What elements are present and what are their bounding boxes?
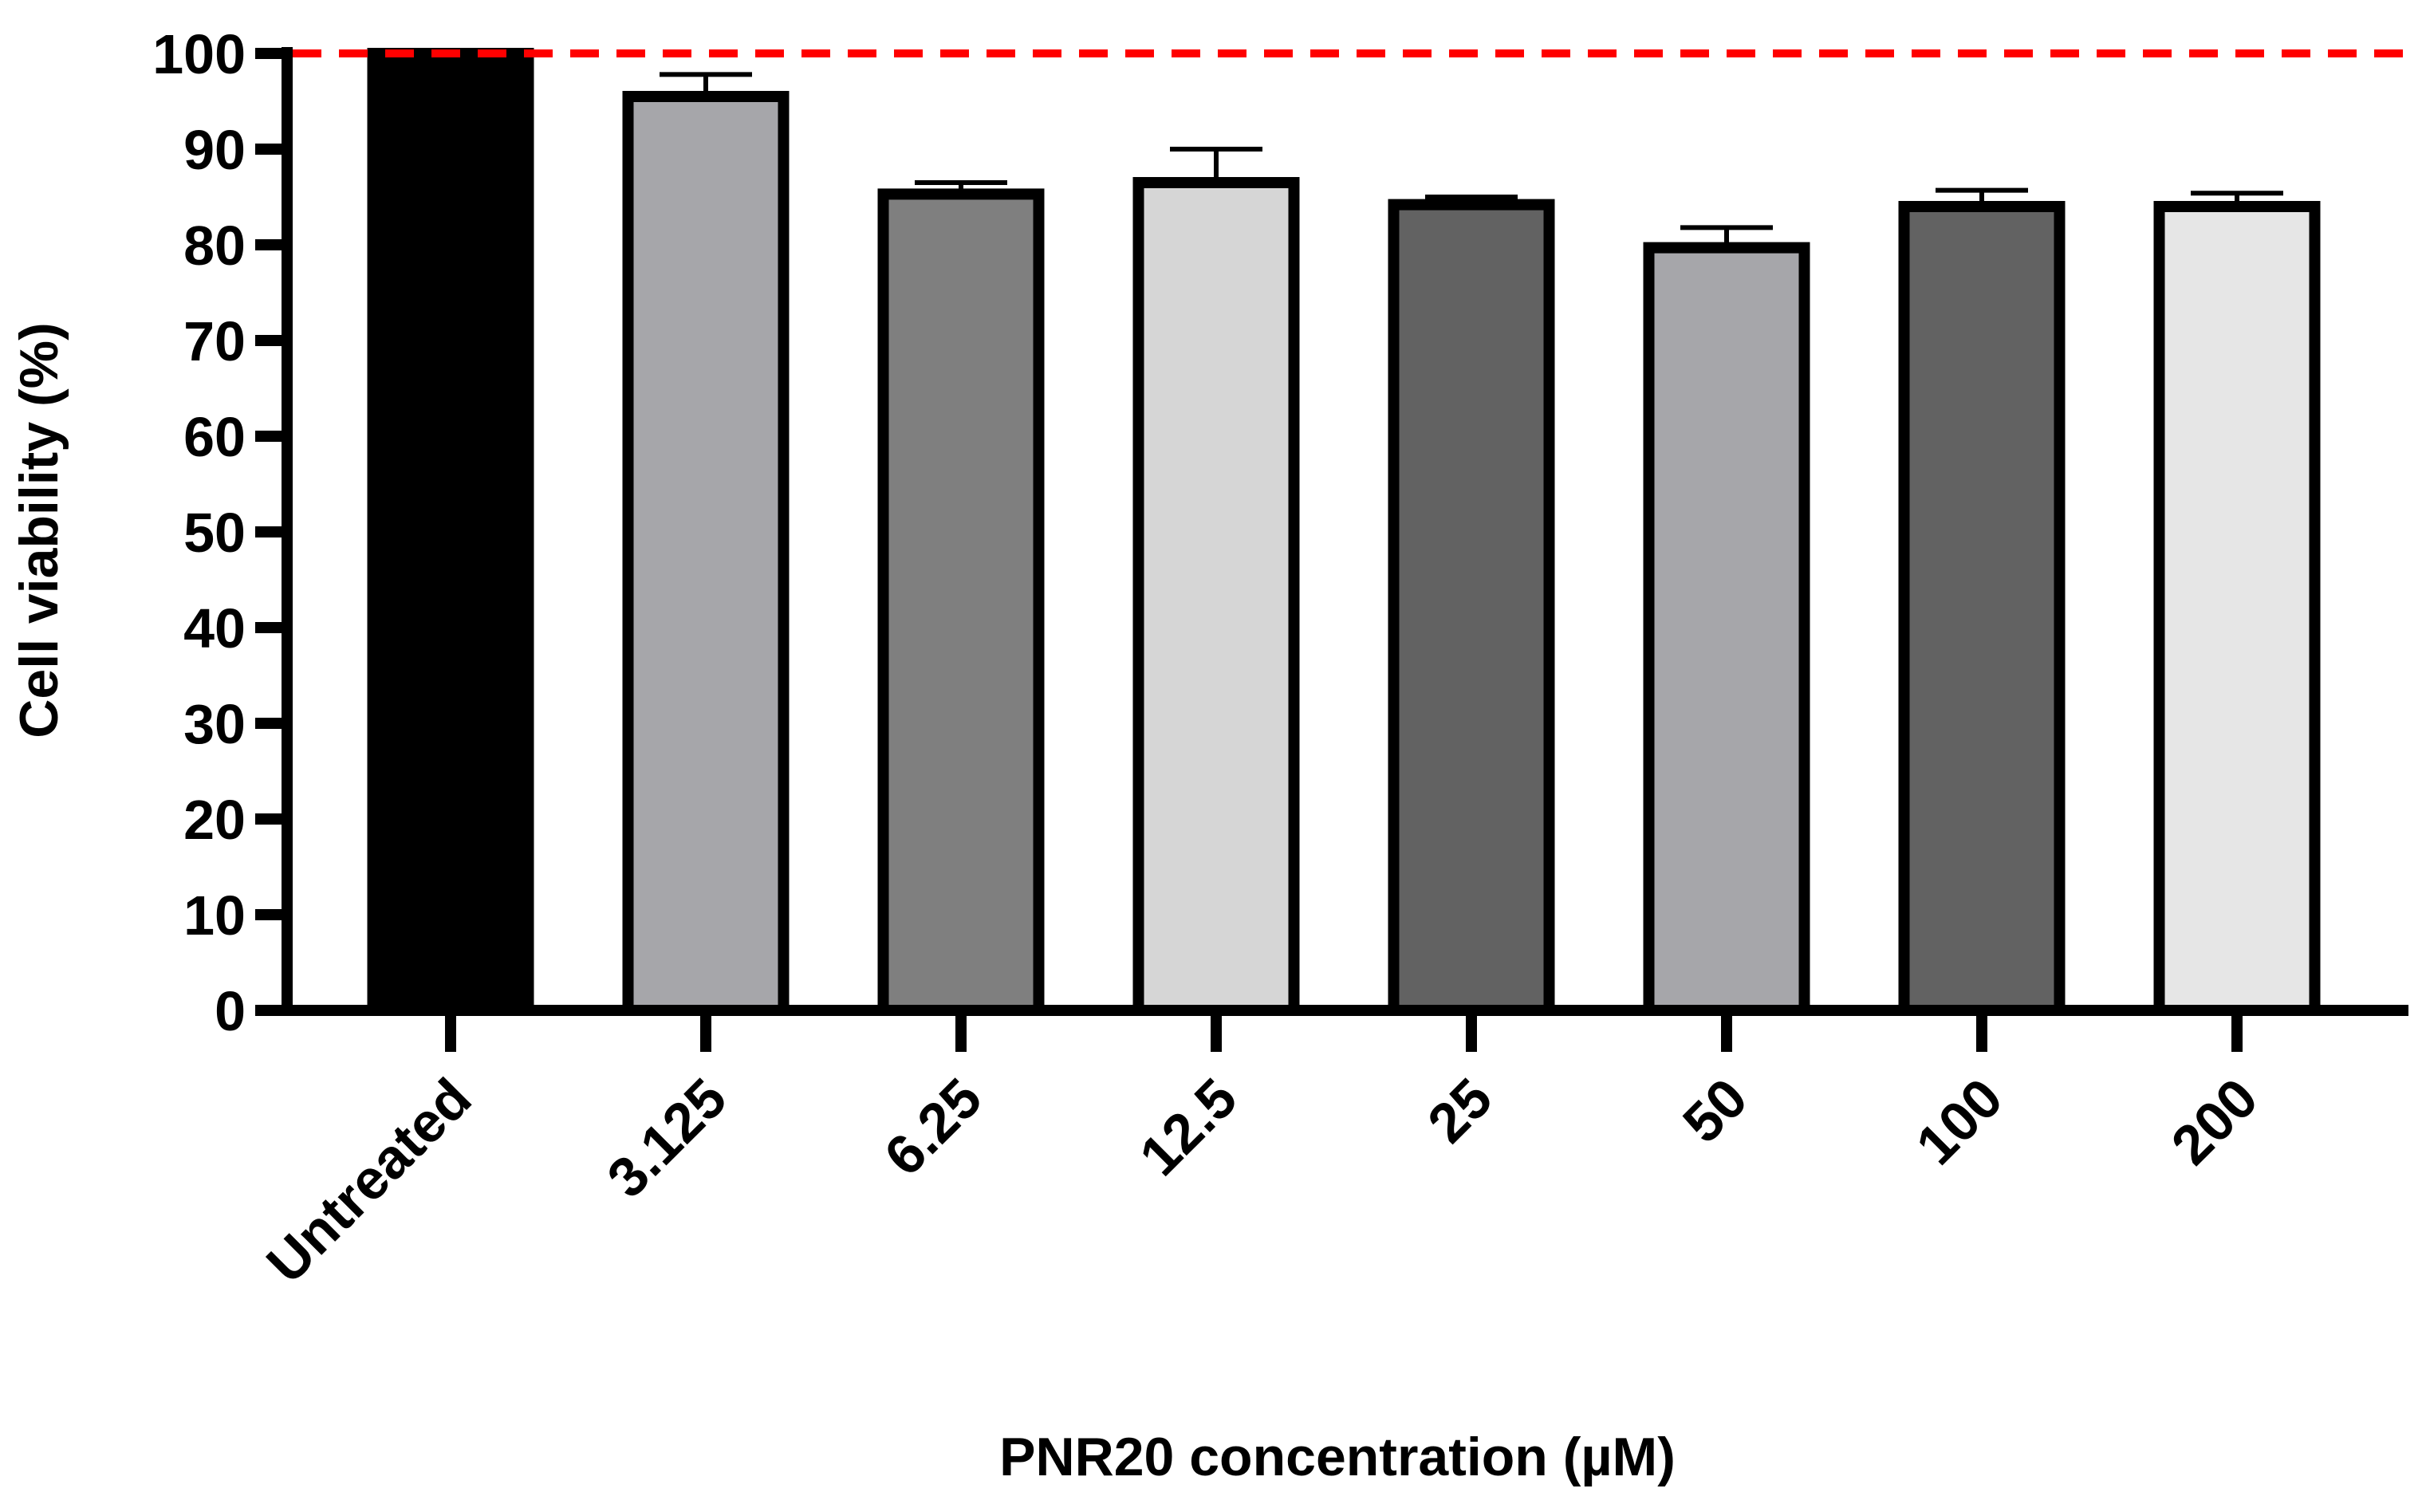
y-tick-label: 90 <box>183 119 246 181</box>
ticks-layer <box>255 48 2243 1052</box>
x-tick-label-200: 200 <box>2160 1066 2270 1176</box>
y-tick-label: 20 <box>183 789 246 851</box>
bars-layer <box>367 48 2321 1017</box>
bar-6.25 <box>877 188 1045 1016</box>
y-tick-label: 60 <box>183 406 246 468</box>
y-tick-label: 40 <box>183 597 246 660</box>
bar-Untreated <box>367 48 534 1016</box>
y-tick-label: 0 <box>215 980 246 1042</box>
y-tick-label: 70 <box>183 310 246 372</box>
bar-12.5 <box>1132 177 1300 1016</box>
x-tick-label-Untreated: Untreated <box>254 1066 482 1294</box>
bar-50 <box>1643 242 1810 1017</box>
x-tick-label-100: 100 <box>1904 1066 2014 1176</box>
bar-25 <box>1388 199 1555 1017</box>
x-tick-label-12.5: 12.5 <box>1128 1066 1248 1187</box>
axes <box>282 47 2408 1016</box>
x-tick-label-3.125: 3.125 <box>596 1066 738 1209</box>
y-tick-label: 30 <box>183 693 246 755</box>
y-tick-label: 100 <box>152 23 246 85</box>
bar-3.125 <box>622 91 790 1016</box>
y-tick-label: 10 <box>183 884 246 947</box>
x-tick-label-50: 50 <box>1671 1066 1758 1154</box>
y-tick-label: 50 <box>183 502 246 564</box>
y-tick-label: 80 <box>183 215 246 277</box>
x-tick-label-25: 25 <box>1416 1066 1503 1154</box>
x-axis-title: PNR20 concentration (µM) <box>999 1427 1676 1487</box>
bar-100 <box>1898 201 2066 1016</box>
x-tick-label-6.25: 6.25 <box>872 1066 993 1187</box>
error-bars-layer <box>660 72 2283 248</box>
bar-200 <box>2153 201 2321 1016</box>
y-axis-title: Cell viability (%) <box>9 322 69 738</box>
